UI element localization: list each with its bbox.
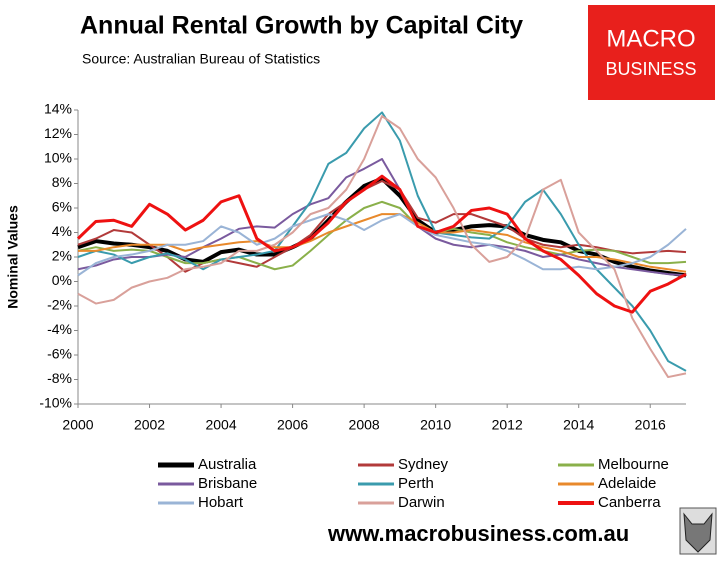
chart-subtitle: Source: Australian Bureau of Statistics [82,51,320,67]
y-tick-label: -10% [39,395,72,411]
x-tick-label: 2012 [492,417,523,433]
y-tick-label: 0% [52,272,72,288]
series-line [77,176,687,278]
y-tick-label: 10% [44,150,72,166]
x-tick-label: 2006 [277,417,308,433]
y-tick-label: 12% [44,125,72,141]
series-line [77,111,687,372]
y-tick-label: -4% [47,321,72,337]
series-line [77,180,687,273]
legend-label: Hobart [198,494,244,511]
y-tick-label: 6% [52,199,72,215]
x-tick-label: 2004 [205,417,236,433]
y-tick-label: 4% [52,223,72,239]
x-tick-label: 2014 [563,417,594,433]
logo-text: BUSINESS [605,59,696,79]
y-tick-label: -8% [47,370,72,386]
legend-label: Australia [198,456,257,473]
legend-label: Perth [398,475,434,492]
y-tick-label: -2% [47,297,72,313]
y-tick-label: -6% [47,346,72,362]
series-line [77,200,687,271]
legend-label: Darwin [398,494,445,511]
x-tick-label: 2000 [62,417,93,433]
series-line [77,213,687,277]
logo-box [588,5,715,100]
series-line [76,174,687,314]
series-line [77,115,687,379]
legend-label: Canberra [598,494,661,511]
y-tick-label: 14% [44,101,72,117]
legend-label: Sydney [398,456,449,473]
chart-title: Annual Rental Growth by Capital City [80,12,523,40]
y-tick-label: 8% [52,174,72,190]
website: www.macrobusiness.com.au [327,521,629,546]
logo-text: MACRO [606,25,695,52]
x-tick-label: 2008 [349,417,380,433]
x-tick-label: 2016 [635,417,666,433]
y-tick-label: 2% [52,248,72,264]
series-line [77,158,687,277]
x-tick-label: 2010 [420,417,451,433]
legend-label: Melbourne [598,456,669,473]
x-tick-label: 2002 [134,417,165,433]
series-line [78,213,687,273]
wolf-icon [679,507,717,555]
legend-label: Adelaide [598,475,656,492]
legend-label: Brisbane [198,475,257,492]
y-axis-label: Nominal Values [5,205,21,309]
